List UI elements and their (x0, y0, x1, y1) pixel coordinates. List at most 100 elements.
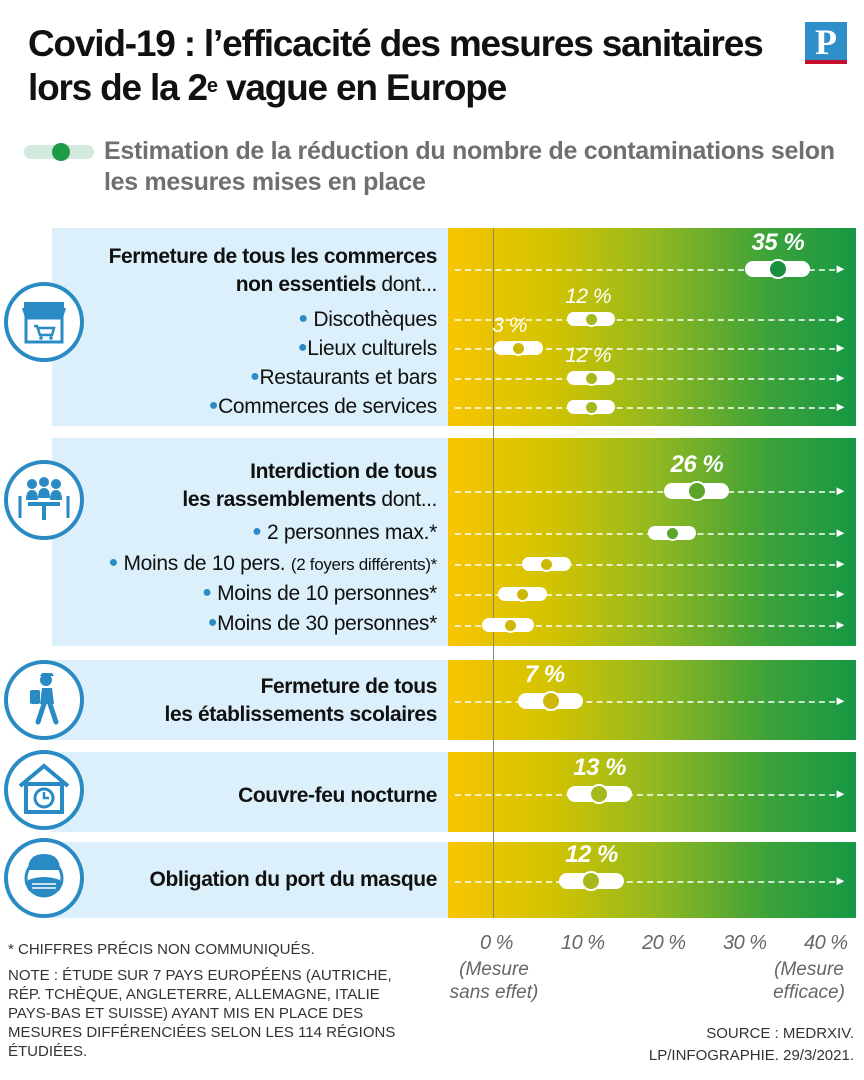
label-dix-text: Moins de 10 personnes* (217, 582, 437, 605)
point-couvre-feu (589, 784, 610, 804)
value-label-rassemblements: 26 % (670, 451, 724, 478)
label-rassemblements-bold2: les rassemblements (182, 488, 376, 511)
arrow-icon: ► (834, 873, 847, 888)
title-line-2: lors de la 2e vague en Europe (28, 66, 788, 110)
guide-line-trente (455, 625, 835, 627)
arrow-icon: ► (834, 786, 847, 801)
legend-dot-icon (52, 143, 70, 161)
panel-scolaires (52, 660, 448, 740)
guide-line-masque (455, 881, 835, 883)
gradient-masque (448, 842, 856, 918)
point-discotheques (583, 311, 599, 327)
arrow-icon: ► (834, 340, 847, 355)
x-tick-label: 0 % (480, 932, 513, 954)
point-dix-foyers (539, 556, 555, 572)
arrow-icon: ► (834, 693, 847, 708)
x-tick-label: 20 % (642, 932, 686, 954)
point-restaurants (583, 370, 599, 386)
x-tick-label: 10 % (561, 932, 605, 954)
le-parisien-logo: P (805, 22, 847, 64)
page-title: Covid-19 : l’efficacité des mesures sani… (28, 22, 788, 110)
gradient-rassemblements (448, 438, 856, 646)
value-label-scolaires: 7 % (524, 661, 565, 688)
label-services-text: Commerces de services (218, 395, 437, 418)
label-culturels: ●Lieux culturels (298, 336, 437, 364)
value-label-culturels: 3 % (492, 314, 527, 337)
point-masque (581, 871, 602, 891)
arrow-icon: ► (834, 370, 847, 385)
label-commerces-line1: Fermeture de tous les commerces (108, 245, 438, 268)
bullet-icon: ● (297, 339, 308, 356)
title-line-2-start: lors de la 2 (28, 67, 208, 108)
label-scolaires: Fermeture de tous les établissements sco… (164, 673, 438, 729)
x-tick-label: 40 % (804, 932, 848, 954)
point-dix (514, 586, 530, 602)
guide-line-restaurants (455, 378, 835, 380)
label-deux: ● 2 personnes max.* (252, 520, 437, 548)
guide-line-services (455, 407, 835, 409)
panel-couvre-feu (52, 752, 448, 832)
arrow-icon: ► (834, 556, 847, 571)
label-commerces-rest: dont... (375, 273, 437, 296)
axis-max-label: (Mesure efficace) (773, 959, 845, 1003)
house-clock-icon (4, 750, 84, 830)
guide-line-deux (455, 533, 835, 535)
label-scolaires-line2: les établissements scolaires (164, 703, 438, 726)
guide-line-couvre-feu (455, 794, 835, 796)
label-dix-foyers: ● Moins de 10 pers. (2 foyers différents… (109, 551, 438, 579)
shop-icon (4, 282, 84, 362)
label-rassemblements-line2: les rassemblements dont... (182, 486, 437, 514)
label-culturels-text: Lieux culturels (307, 337, 437, 360)
label-restaurants-text: Restaurants et bars (259, 366, 437, 389)
guide-line-dix-foyers (455, 564, 835, 566)
arrow-icon: ► (834, 586, 847, 601)
arrow-icon: ► (834, 261, 847, 276)
label-rassemblements: Interdiction de tous les rassemblements … (182, 458, 437, 514)
label-commerces-bold2: non essentiels (235, 273, 377, 296)
bullet-icon: ● (250, 368, 260, 385)
arrow-icon: ► (834, 311, 847, 326)
bullet-icon: ● (252, 523, 262, 540)
label-couvre-feu-text: Couvre-feu nocturne (238, 784, 437, 807)
value-label-couvre-feu: 13 % (573, 754, 626, 781)
x-tick-label: 30 % (723, 932, 767, 954)
label-discotheques-text: Discothèques (313, 308, 437, 331)
panel-rassemblements (52, 438, 448, 646)
point-commerces (767, 259, 788, 279)
bullet-icon: ● (207, 614, 218, 631)
axis-min-label: (Mesure sans effet) (449, 959, 539, 1003)
point-rassemblements (686, 481, 707, 501)
source-line-1: SOURCE : MEDRXIV. (706, 1025, 854, 1042)
value-label-restaurants: 12 % (565, 344, 612, 367)
zero-axis-line (493, 228, 494, 918)
source-line-2: LP/INFOGRAPHIE. 29/3/2021. (648, 1047, 854, 1064)
title-superscript: e (206, 75, 218, 97)
arrow-icon: ► (834, 617, 847, 632)
group-meeting-icon (4, 460, 84, 540)
label-services: ●Commerces de services (208, 394, 438, 422)
point-scolaires (540, 691, 561, 711)
footnote-note: NOTE : ÉTUDE SUR 7 PAYS EUROPÉENS (AUTRI… (8, 967, 396, 1060)
label-trente-text: Moins de 30 personnes* (217, 612, 437, 635)
label-rassemblements-rest: dont... (375, 488, 437, 511)
label-masque-text: Obligation du port du masque (149, 868, 438, 891)
panel-commerces (52, 228, 448, 426)
title-line-1: Covid-19 : l’efficacité des mesures sani… (28, 23, 764, 64)
label-couvre-feu: Couvre-feu nocturne (238, 782, 437, 810)
point-trente (502, 617, 518, 633)
value-label-discotheques: 12 % (565, 285, 612, 308)
bullet-icon: ● (202, 584, 212, 601)
bullet-icon: ● (208, 397, 219, 414)
point-culturels (510, 340, 526, 356)
arrow-icon: ► (834, 525, 847, 540)
guide-line-dix (455, 594, 835, 596)
point-services (583, 399, 599, 415)
label-deux-text: 2 personnes max.* (267, 521, 437, 544)
footnote-asterisk: * CHIFFRES PRÉCIS NON COMMUNIQUÉS. (8, 941, 315, 958)
guide-line-scolaires (455, 701, 835, 703)
label-restaurants: ●Restaurants et bars (250, 365, 437, 393)
legend-text: Estimation de la réduction du nombre de … (104, 137, 835, 196)
face-mask-icon (4, 838, 84, 918)
title-line-2-end: vague en Europe (216, 67, 507, 108)
value-label-masque: 12 % (565, 841, 618, 868)
